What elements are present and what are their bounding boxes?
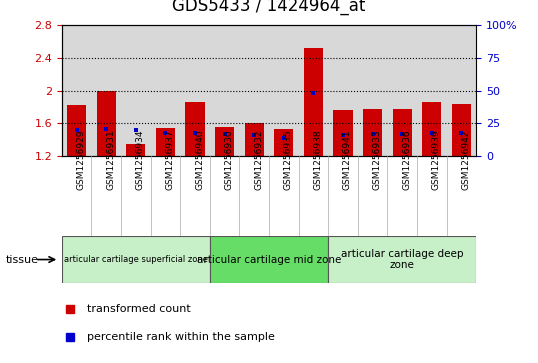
Text: GSM1256930: GSM1256930	[225, 130, 233, 191]
Bar	[67, 105, 86, 156]
Text: GSM1256931: GSM1256931	[106, 130, 115, 191]
Bar	[417, 25, 447, 156]
Bar	[126, 144, 145, 156]
Bar	[156, 127, 175, 156]
Text: GSM1256937: GSM1256937	[166, 130, 174, 191]
Text: transformed count: transformed count	[87, 304, 190, 314]
Bar	[186, 102, 204, 156]
Text: GSM1256934: GSM1256934	[136, 130, 145, 190]
Bar	[245, 123, 264, 156]
Text: GSM1256932: GSM1256932	[254, 130, 263, 190]
Bar	[97, 91, 116, 156]
Bar	[62, 25, 91, 156]
Bar	[121, 25, 151, 156]
Bar	[422, 102, 441, 156]
Bar	[215, 127, 234, 156]
Text: GSM1256942: GSM1256942	[461, 130, 470, 190]
Bar	[210, 25, 239, 156]
Bar	[363, 109, 382, 156]
Bar	[62, 236, 210, 283]
Bar	[269, 25, 299, 156]
Text: articular cartilage mid zone: articular cartilage mid zone	[197, 254, 341, 265]
Text: articular cartilage superficial zone: articular cartilage superficial zone	[64, 255, 208, 264]
Text: articular cartilage deep
zone: articular cartilage deep zone	[341, 249, 463, 270]
Bar	[299, 25, 328, 156]
Bar	[304, 48, 323, 156]
Bar	[393, 109, 412, 156]
Bar	[210, 236, 328, 283]
Bar	[387, 25, 417, 156]
Text: GDS5433 / 1424964_at: GDS5433 / 1424964_at	[172, 0, 366, 15]
Bar	[328, 236, 476, 283]
Text: GSM1256941: GSM1256941	[343, 130, 352, 190]
Text: tissue: tissue	[5, 254, 38, 265]
Bar	[239, 25, 269, 156]
Bar	[452, 104, 471, 156]
Text: GSM1256929: GSM1256929	[77, 130, 86, 190]
Text: percentile rank within the sample: percentile rank within the sample	[87, 333, 274, 342]
Bar	[151, 25, 180, 156]
Text: GSM1256938: GSM1256938	[313, 130, 322, 191]
Bar	[447, 25, 476, 156]
Bar	[358, 25, 387, 156]
Bar	[334, 110, 352, 156]
Text: GSM1256933: GSM1256933	[372, 130, 381, 191]
Bar	[91, 25, 121, 156]
Bar	[180, 25, 210, 156]
Bar	[328, 25, 358, 156]
Text: GSM1256936: GSM1256936	[402, 130, 411, 191]
Bar	[274, 129, 293, 156]
Text: GSM1256935: GSM1256935	[284, 130, 293, 191]
Text: GSM1256939: GSM1256939	[431, 130, 441, 191]
Text: GSM1256940: GSM1256940	[195, 130, 204, 190]
